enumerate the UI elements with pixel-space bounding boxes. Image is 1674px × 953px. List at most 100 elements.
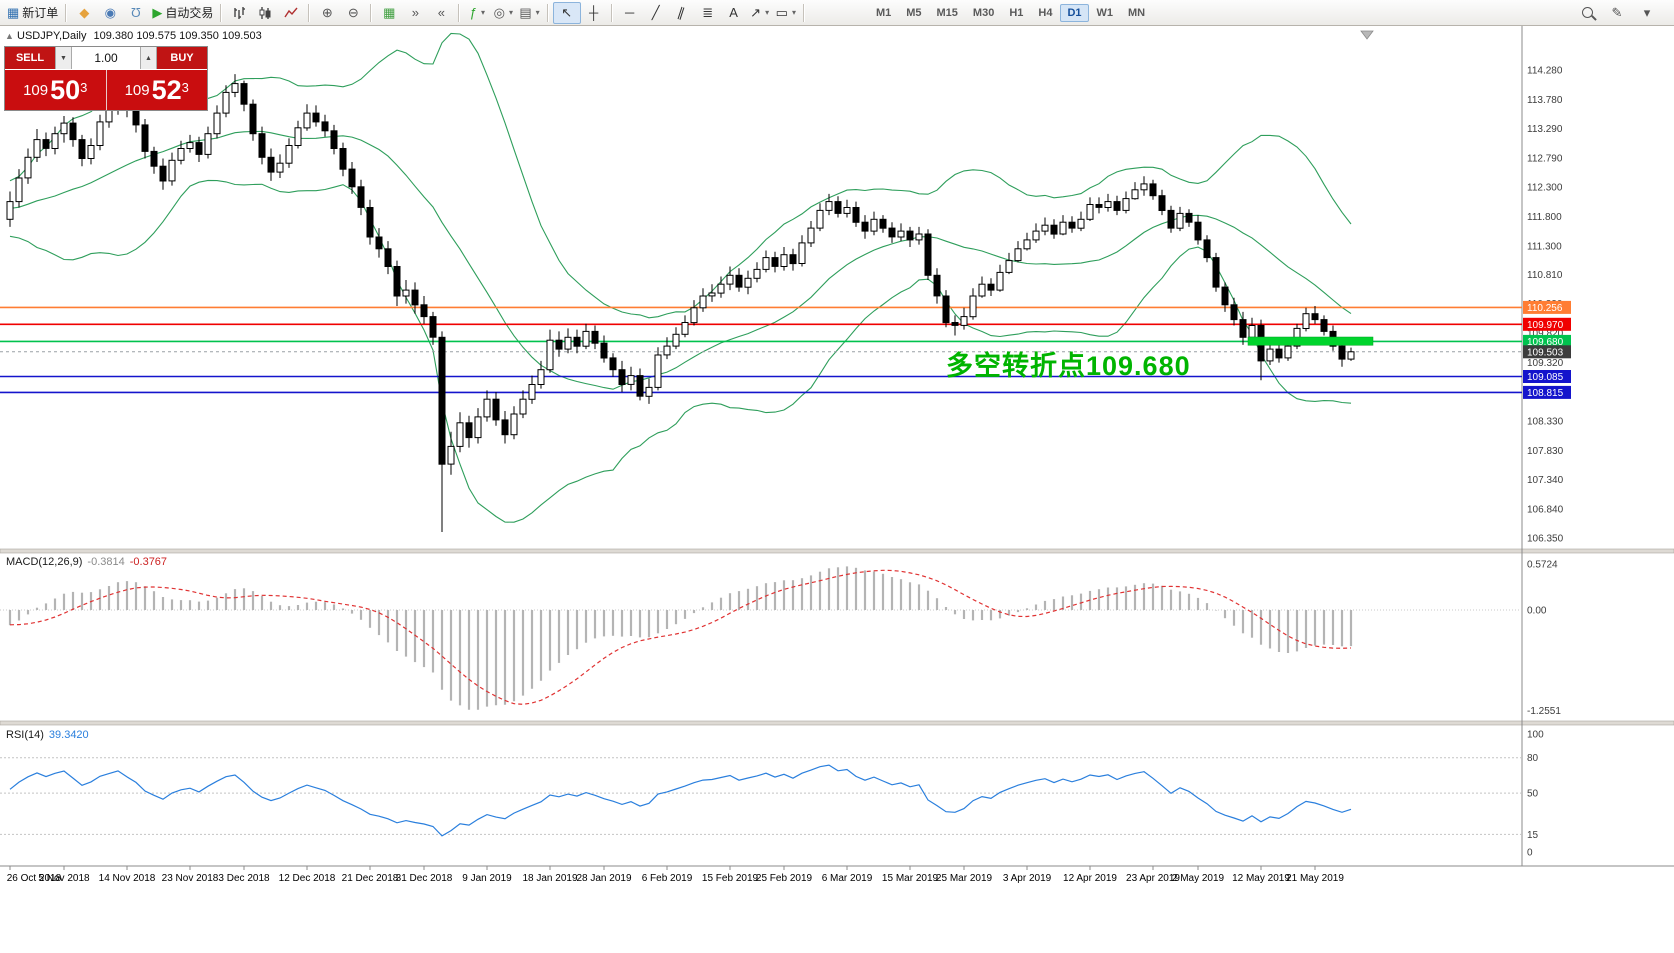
time-axis-label[interactable]: 31 Dec 2018 <box>396 873 453 884</box>
candle-body <box>825 201 833 211</box>
candle-body <box>474 416 482 439</box>
arrows-button[interactable]: ↗ ▾ <box>747 3 773 23</box>
time-axis-label[interactable]: 9 Jan 2019 <box>462 873 512 884</box>
price-axis-tick: 111.300 <box>1527 241 1562 252</box>
timeframe-w1[interactable]: W1 <box>1096 6 1114 19</box>
time-axis-label[interactable]: 5 Nov 2018 <box>38 873 90 884</box>
chart-shift-button[interactable]: « <box>428 3 454 23</box>
volume-decrease-button[interactable]: ▼ <box>55 47 72 69</box>
time-axis-label[interactable]: 6 Mar 2019 <box>822 873 873 884</box>
objects-button[interactable]: ◎ ▾ <box>490 3 516 23</box>
time-axis-label[interactable]: 2 May 2019 <box>1172 873 1225 884</box>
candle-body <box>348 168 356 188</box>
time-axis-label[interactable]: 3 Apr 2019 <box>1003 873 1052 884</box>
horizontal-line-button[interactable]: ─ <box>617 3 643 23</box>
turning-point-band[interactable] <box>1247 336 1374 346</box>
buy-price-display[interactable]: 109 52 3 <box>106 70 207 110</box>
timeframe-m30[interactable]: M30 <box>972 6 995 19</box>
time-axis-label[interactable]: 3 Dec 2018 <box>218 873 270 884</box>
channel-button[interactable]: ∥ <box>669 3 695 23</box>
timeframe-m1[interactable]: M1 <box>875 6 892 19</box>
shapes-button[interactable]: ▭ ▾ <box>773 3 799 23</box>
candle-body <box>177 148 185 161</box>
search-button[interactable] <box>1574 3 1600 23</box>
bar-chart-button[interactable] <box>226 3 252 23</box>
chart-shift-marker[interactable] <box>1360 30 1374 40</box>
time-axis-label[interactable]: 12 May 2019 <box>1232 873 1290 884</box>
new-order-button[interactable]: ▦ 新订单 <box>4 3 61 23</box>
zoom-out-icon: ⊖ <box>347 5 359 20</box>
community-icon-button[interactable]: ◉ <box>97 3 123 23</box>
crosshair-button[interactable]: ┼ <box>581 3 607 23</box>
trendline-icon: ╱ <box>651 5 660 20</box>
candle-body <box>834 201 842 214</box>
grid-button[interactable]: ▦ <box>376 3 402 23</box>
time-axis-label[interactable]: 26 Oct 2018 <box>7 873 62 884</box>
panel-separator[interactable] <box>0 720 1674 726</box>
candle-body <box>1077 218 1085 229</box>
candle-body <box>951 322 959 326</box>
buy-price-main: 52 <box>151 74 182 105</box>
candle-body <box>978 283 986 297</box>
buy-button[interactable]: BUY <box>157 47 207 69</box>
timeframe-d1[interactable]: D1 <box>1060 3 1089 22</box>
candle-body <box>1023 239 1031 250</box>
time-axis-label[interactable]: 21 May 2019 <box>1286 873 1344 884</box>
zoom-in-button[interactable]: ⊕ <box>314 3 340 23</box>
candle-body <box>1176 212 1184 229</box>
time-axis-label[interactable]: 6 Feb 2019 <box>642 873 693 884</box>
time-axis-label[interactable]: 23 Nov 2018 <box>162 873 219 884</box>
sell-price-display[interactable]: 109 50 3 <box>5 70 107 110</box>
candle-body <box>1104 201 1112 209</box>
sell-button[interactable]: SELL <box>5 47 55 69</box>
indicators-button[interactable]: ƒ ▾ <box>464 3 490 23</box>
time-axis-label[interactable]: 15 Feb 2019 <box>702 873 759 884</box>
time-axis-label[interactable]: 12 Dec 2018 <box>279 873 336 884</box>
candle-body <box>654 354 662 388</box>
time-axis-label[interactable]: 25 Feb 2019 <box>756 873 813 884</box>
price-axis-tick: 112.790 <box>1527 153 1563 164</box>
line-chart-button[interactable] <box>278 3 304 23</box>
text-button[interactable]: A <box>721 3 747 23</box>
headset-icon-button[interactable]: Ω <box>123 3 149 23</box>
quick-draw-button[interactable]: ✎ <box>1604 3 1630 23</box>
time-axis-label[interactable]: 28 Jan 2019 <box>576 873 631 884</box>
volume-increase-button[interactable]: ▲ <box>140 47 157 69</box>
time-axis-label[interactable]: 23 Apr 2019 <box>1126 873 1180 884</box>
candle-body <box>195 142 203 155</box>
turning-point-annotation[interactable]: 多空转折点109.680 <box>946 351 1191 382</box>
volume-input[interactable]: 1.00 <box>72 47 140 69</box>
toolbar-more-button[interactable]: ▾ <box>1634 3 1660 23</box>
candle-body <box>1113 201 1121 211</box>
timeframe-h4[interactable]: H4 <box>1038 6 1053 19</box>
candle-body <box>456 422 464 447</box>
candle-body <box>393 266 401 297</box>
time-axis-label[interactable]: 25 Mar 2019 <box>936 873 993 884</box>
time-axis-label[interactable]: 15 Mar 2019 <box>882 873 939 884</box>
price-axis-tick: 111.800 <box>1527 212 1562 223</box>
templates-button[interactable]: ▤ ▾ <box>516 3 542 23</box>
zoom-out-button[interactable]: ⊖ <box>340 3 366 23</box>
timeframe-m15[interactable]: M15 <box>936 6 958 19</box>
trendline-button[interactable]: ╱ <box>643 3 669 23</box>
candle-body <box>645 386 653 397</box>
candlestick-chart-button[interactable] <box>252 3 278 23</box>
market-icon-button[interactable]: ◆ <box>71 3 97 23</box>
timeframe-h1[interactable]: H1 <box>1009 6 1024 19</box>
one-click-collapse-toggle[interactable]: ▲ <box>5 31 14 41</box>
panel-separator[interactable] <box>0 548 1674 554</box>
timeframe-m5[interactable]: M5 <box>906 6 922 19</box>
cursor-button[interactable]: ↖ <box>552 1 581 24</box>
auto-scroll-button[interactable]: » <box>402 3 428 23</box>
time-axis-label[interactable]: 14 Nov 2018 <box>99 873 156 884</box>
algo-trading-button[interactable]: ▶ 自动交易 <box>149 3 216 23</box>
time-axis-label[interactable]: 18 Jan 2019 <box>522 873 577 884</box>
macd-axis-tick: 0.00 <box>1527 606 1547 617</box>
time-axis-label[interactable]: 12 Apr 2019 <box>1063 873 1117 884</box>
candle-body <box>1041 224 1049 232</box>
candle-body <box>762 257 770 270</box>
fibonacci-button[interactable]: ≣ <box>695 3 721 23</box>
timeframe-mn[interactable]: MN <box>1128 6 1146 19</box>
price-axis-tick: 109.320 <box>1527 358 1564 369</box>
time-axis-label[interactable]: 21 Dec 2018 <box>342 873 399 884</box>
